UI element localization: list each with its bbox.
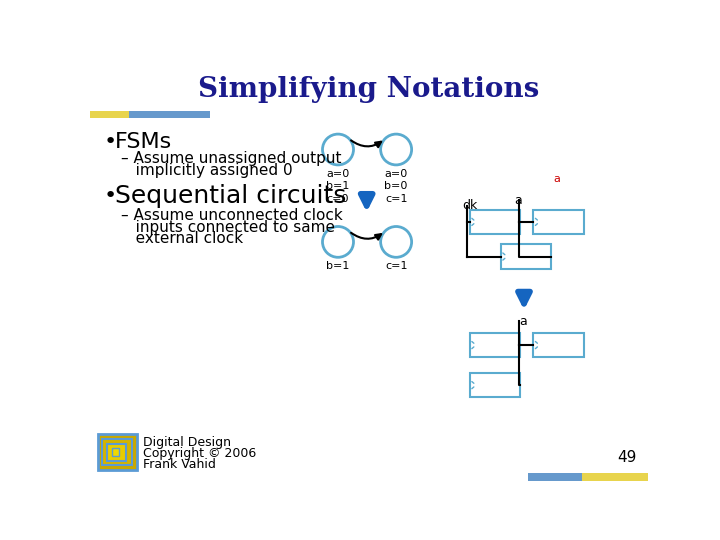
Bar bbox=[98, 434, 137, 470]
Text: – Assume unconnected clock: – Assume unconnected clock bbox=[121, 208, 343, 223]
Text: – Assume unassigned output: – Assume unassigned output bbox=[121, 151, 341, 166]
Text: a: a bbox=[515, 194, 523, 207]
Text: 49: 49 bbox=[617, 450, 636, 465]
Text: a=0
b=0
c=1: a=0 b=0 c=1 bbox=[384, 168, 408, 204]
Bar bbox=[534, 210, 584, 234]
Bar bbox=[129, 111, 210, 118]
Text: •: • bbox=[104, 186, 117, 206]
Text: Frank Vahid: Frank Vahid bbox=[143, 457, 215, 470]
Text: Sequential circuits: Sequential circuits bbox=[114, 184, 346, 208]
Bar bbox=[528, 473, 648, 481]
Bar bbox=[107, 444, 126, 461]
Text: a: a bbox=[554, 174, 560, 184]
Bar bbox=[102, 439, 132, 465]
Bar bbox=[469, 373, 520, 397]
Bar bbox=[469, 333, 520, 357]
Text: a=0
b=1
c=0: a=0 b=1 c=0 bbox=[326, 168, 350, 204]
Bar bbox=[112, 448, 120, 456]
Bar bbox=[582, 473, 648, 481]
Text: a: a bbox=[519, 315, 527, 328]
Text: Simplifying Notations: Simplifying Notations bbox=[199, 76, 539, 103]
Bar bbox=[469, 210, 520, 234]
Bar bbox=[534, 333, 584, 357]
Text: implicitly assigned 0: implicitly assigned 0 bbox=[121, 163, 292, 178]
Bar bbox=[500, 244, 551, 269]
Text: c=1: c=1 bbox=[385, 261, 408, 271]
Bar bbox=[90, 111, 129, 118]
Text: dk: dk bbox=[462, 199, 477, 212]
Text: Copyright © 2006: Copyright © 2006 bbox=[143, 447, 256, 460]
Text: •: • bbox=[104, 132, 117, 152]
Text: inputs connected to same: inputs connected to same bbox=[121, 220, 335, 235]
Text: external clock: external clock bbox=[121, 231, 243, 246]
Text: Digital Design: Digital Design bbox=[143, 436, 230, 449]
Text: b=1: b=1 bbox=[326, 261, 350, 271]
Text: FSMs: FSMs bbox=[114, 132, 172, 152]
